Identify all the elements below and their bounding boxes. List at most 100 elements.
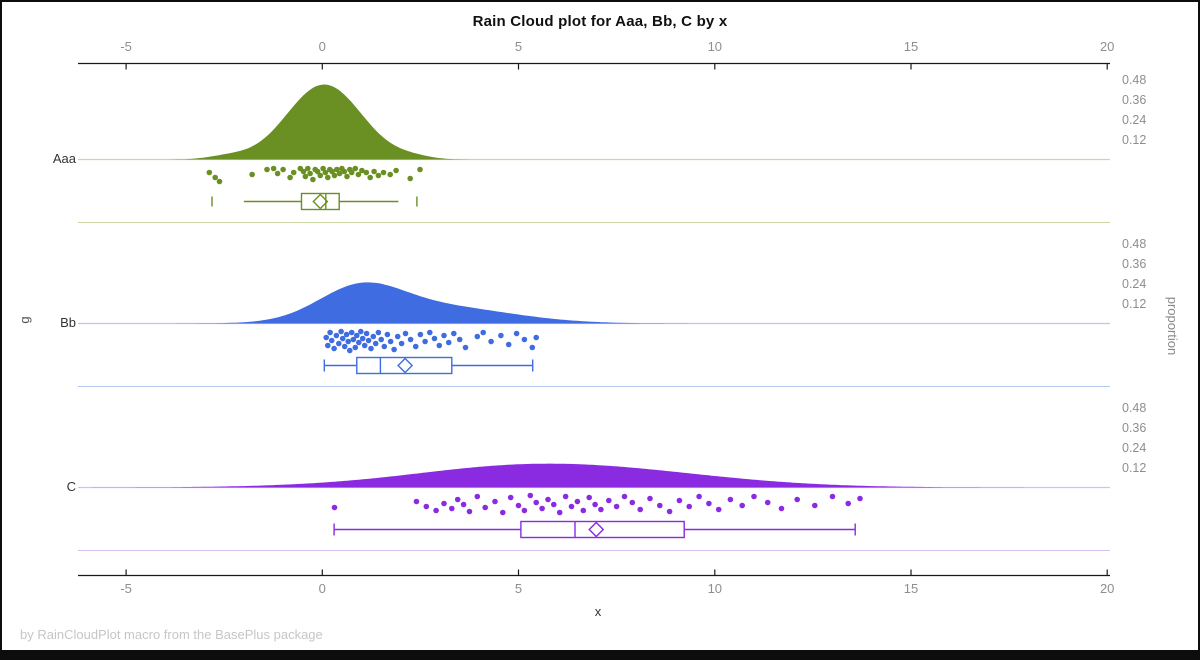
- rain-point-bb: [333, 332, 340, 339]
- rain-point-bb: [387, 338, 394, 345]
- rain-point-aaa: [302, 173, 309, 180]
- rain-point-c: [568, 503, 575, 510]
- rain-point-bb: [370, 333, 377, 340]
- rain-point-bb: [451, 330, 457, 337]
- rain-point-c: [521, 507, 528, 514]
- rain-point-bb: [378, 336, 385, 343]
- rain-point-bb: [361, 342, 368, 349]
- x2-tick-label: 10: [708, 39, 722, 54]
- rain-point-bb: [341, 343, 348, 350]
- rain-point-c: [778, 505, 785, 512]
- rain-point-c: [647, 495, 653, 502]
- rain-point-bb: [480, 329, 487, 336]
- proportion-tick-label: 0.12: [1122, 297, 1146, 311]
- rain-point-c: [812, 502, 818, 509]
- rain-point-c: [441, 500, 447, 507]
- rain-point-aaa: [322, 169, 329, 176]
- rain-point-aaa: [417, 166, 423, 173]
- rain-point-aaa: [287, 174, 293, 181]
- rain-point-bb: [398, 340, 405, 347]
- rain-point-bb: [381, 343, 388, 350]
- rain-point-aaa: [264, 166, 270, 173]
- y2-axis-label: proportion: [1165, 296, 1180, 356]
- rain-point-aaa: [216, 178, 223, 185]
- rain-point-c: [551, 501, 557, 508]
- rain-point-bb: [350, 336, 357, 343]
- rain-point-aaa: [359, 167, 365, 174]
- rain-point-bb: [513, 330, 520, 337]
- rain-point-c: [857, 495, 863, 502]
- rain-point-c: [574, 498, 581, 505]
- x-tick-label: 10: [708, 581, 722, 596]
- proportion-tick-label: 0.24: [1122, 277, 1146, 291]
- bottom-black-bar: [0, 650, 1200, 660]
- rain-point-c: [460, 501, 467, 508]
- rain-point-c: [706, 500, 712, 507]
- rain-point-aaa: [300, 168, 307, 175]
- rain-point-bb: [391, 346, 397, 353]
- rain-point-bb: [359, 335, 366, 342]
- rain-point-bb: [384, 331, 391, 338]
- rain-point-aaa: [367, 174, 374, 181]
- rain-point-bb: [352, 344, 359, 351]
- rain-point-aaa: [348, 169, 355, 176]
- rain-point-bb: [338, 328, 344, 335]
- box-rect-bb: [356, 356, 453, 375]
- x2-tick-label: 5: [515, 39, 522, 54]
- rain-point-aaa: [270, 165, 277, 172]
- rain-point-bb: [375, 329, 382, 336]
- mean-diamond-c: [588, 521, 605, 538]
- rain-point-bb: [474, 333, 481, 340]
- cloud-bb: [86, 282, 1108, 324]
- rain-point-bb: [412, 343, 419, 350]
- rain-point-bb: [323, 334, 330, 341]
- rain-point-c: [598, 506, 604, 513]
- frame-left-border: [0, 0, 2, 660]
- rain-point-bb: [345, 338, 352, 345]
- rain-point-bb: [488, 338, 494, 345]
- rain-point-bb: [327, 329, 333, 336]
- rain-point-c: [845, 500, 851, 507]
- x-tick-label: 15: [904, 581, 918, 596]
- cloud-aaa: [86, 84, 1108, 160]
- rain-point-aaa: [206, 169, 213, 176]
- rain-point-aaa: [325, 174, 331, 181]
- rain-point-aaa: [380, 169, 387, 176]
- proportion-tick-label: 0.24: [1122, 113, 1146, 127]
- proportion-tick-label: 0.24: [1122, 441, 1146, 455]
- rain-point-aaa: [344, 173, 350, 180]
- x-axis-label: x: [594, 604, 602, 619]
- rain-point-aaa: [314, 168, 321, 175]
- rain-point-c: [492, 498, 498, 505]
- rain-point-c: [637, 506, 643, 513]
- rain-point-bb: [343, 331, 350, 338]
- proportion-tick-label: 0.48: [1122, 401, 1146, 415]
- rain-point-c: [686, 503, 692, 510]
- rain-point-c: [433, 507, 439, 514]
- rain-point-bb: [436, 342, 443, 349]
- footnote: by RainCloudPlot macro from the BasePlus…: [20, 627, 323, 642]
- rain-point-bb: [402, 330, 409, 337]
- rain-point-aaa: [280, 166, 286, 173]
- frame-top-border: [0, 0, 1200, 2]
- rain-point-c: [580, 507, 587, 514]
- rain-point-c: [539, 505, 545, 512]
- rain-point-bb: [347, 347, 353, 354]
- rain-point-c: [533, 499, 539, 506]
- rain-point-c: [606, 497, 612, 504]
- rain-point-bb: [462, 344, 469, 351]
- proportion-tick-label: 0.12: [1122, 133, 1146, 147]
- rain-point-c: [331, 504, 338, 511]
- rain-point-bb: [505, 341, 512, 348]
- rain-point-aaa: [375, 172, 382, 179]
- rain-point-aaa: [363, 169, 370, 176]
- rain-point-bb: [427, 329, 433, 336]
- y-axis-label: g: [17, 316, 32, 324]
- proportion-tick-label: 0.48: [1122, 73, 1146, 87]
- proportion-tick-label: 0.48: [1122, 237, 1146, 251]
- rain-point-c: [764, 499, 771, 506]
- rain-point-bb: [328, 337, 335, 344]
- rain-point-aaa: [305, 165, 311, 172]
- mean-diamond-aaa: [312, 193, 329, 210]
